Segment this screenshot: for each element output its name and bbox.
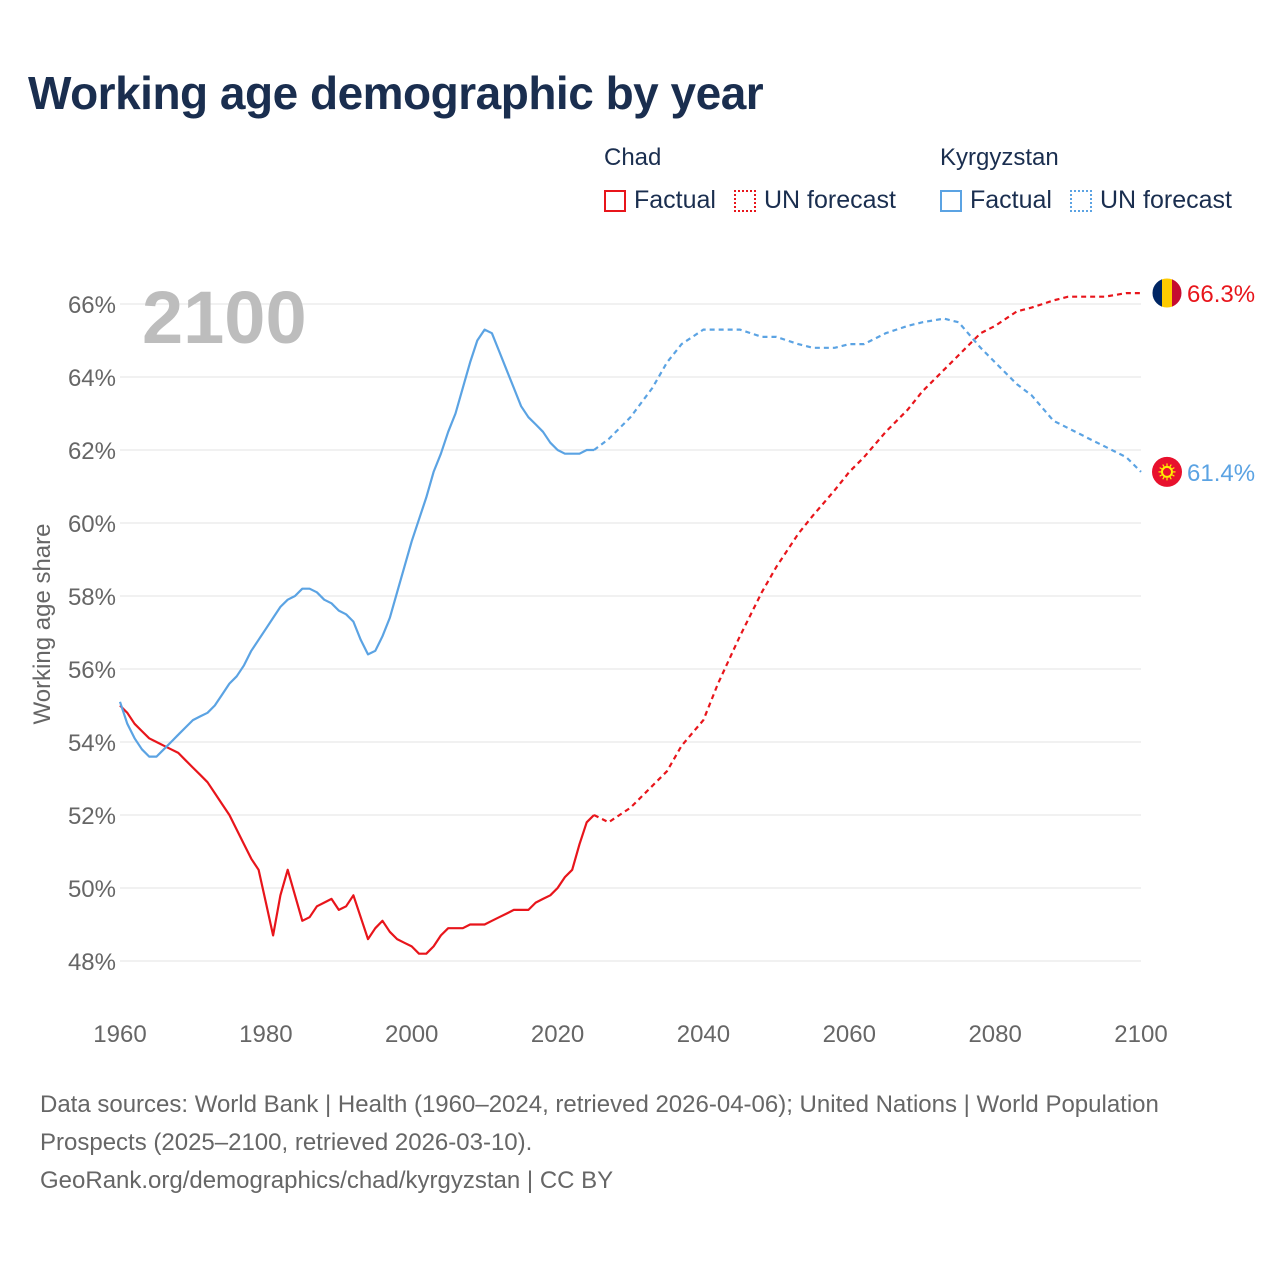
x-tick-label: 2080 [968,1021,1021,1048]
kyrgyzstan-flag-ray [1162,476,1165,480]
kyrgyzstan-flag-ray [1162,464,1165,468]
data-sources-text: Data sources: World Bank | Health (1960–… [40,1091,1159,1156]
y-tick-label: 62% [68,438,116,465]
kyrgyzstan-flag-ray [1169,476,1172,480]
chad-flag-blue [1152,278,1162,309]
chad-flag-red [1172,278,1182,309]
y-tick-label: 58% [68,584,116,611]
series-line-chad-forecast [593,292,1141,824]
kyrgyzstan-flag-ray [1171,474,1175,477]
y-tick-label: 50% [68,876,116,903]
end-value-label-kyrgyzstan: 61.4% [1187,460,1255,487]
legend-swatch-dotted [1069,189,1092,212]
legend-swatch-solid [940,189,962,212]
y-tick-label: 66% [68,292,116,319]
legend-label: Factual [634,186,716,214]
kyrgyzstan-flag-ray [1159,474,1163,477]
legend-kyrgyzstan-factual[interactable]: Factual [940,186,1052,215]
series-line-kyrgyzstan-forecast [593,317,1142,473]
y-tick-label: 56% [68,657,116,684]
kyrgyzstan-flag-ray [1171,467,1175,470]
legend-country-name: Kyrgyzstan [940,144,1059,171]
line-chart: 48% 50% 52% 54% 56% 58% 60% 62% 64% 66% 1960 1980 20… [29,276,1255,1048]
chad-flag-yellow [1162,278,1172,309]
legend-country-name: Chad [604,144,662,171]
y-tick-label: 48% [68,949,116,976]
x-tick-label: 2060 [823,1021,876,1048]
x-tick-label: 2040 [677,1021,730,1048]
kyrgyzstan-flag-ray [1169,464,1172,468]
y-tick-label: 60% [68,511,116,538]
legend-swatch-dotted [733,189,756,212]
kyrgyzstan-flag-icon [1152,456,1182,487]
legend-label: UN forecast [763,186,896,214]
x-tick-label: 2000 [385,1021,438,1048]
y-tick-label: 52% [68,803,116,830]
kyrgyzstan-flag-ray [1159,467,1163,470]
footer: Data sources: World Bank | Health (1960–… [40,1086,1160,1200]
y-axis-label: Working age share [29,524,56,725]
legend-swatch-solid [604,189,626,212]
x-tick-label: 2020 [531,1021,584,1048]
x-tick-label: 1960 [93,1021,146,1048]
kyrgyzstan-flag-sun [1161,465,1173,478]
y-tick-label: 54% [68,730,116,757]
series-line-chad-factual [119,704,595,955]
chart-title: Working age demographic by year [28,67,764,119]
year-label: 2100 [142,276,307,359]
legend-label: Factual [970,186,1052,214]
end-value-label-chad: 66.3% [1187,281,1255,308]
legend-group-kyrgyzstan: Kyrgyzstan Factual UN forecast [940,144,1250,215]
x-tick-label: 1980 [239,1021,292,1048]
legend-group-chad: Chad Factual UN forecast [604,144,914,215]
legend-chad-forecast[interactable]: UN forecast [733,186,896,215]
y-tick-label: 64% [68,365,116,392]
x-tick-label: 2100 [1114,1021,1167,1048]
series-line-kyrgyzstan-factual [118,328,594,758]
chad-flag-icon [1151,277,1183,309]
legend-label: UN forecast [1099,186,1232,214]
legend-kyrgyzstan-forecast[interactable]: UN forecast [1069,186,1232,215]
legend-chad-factual[interactable]: Factual [604,186,716,215]
footer-link[interactable]: GeoRank.org/demographics/chad/kyrgyzstan… [40,1167,614,1194]
